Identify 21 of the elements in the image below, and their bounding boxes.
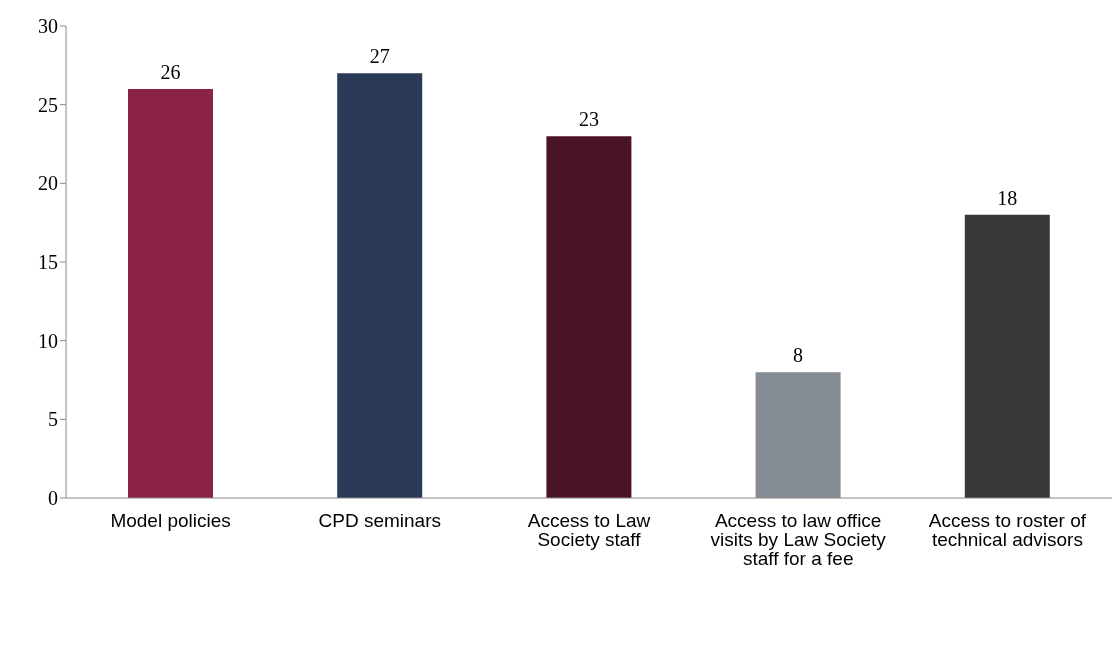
x-tick-label: Model policies [110,510,231,532]
bar [128,88,213,498]
y-tick-label: 10 [38,329,58,352]
x-tick-label: CPD seminars [318,510,442,532]
x-tick-label: Access to Law Society staff [527,510,651,551]
data-label: 8 [793,344,804,367]
y-tick-label: 15 [38,251,58,274]
data-label: 26 [160,60,181,83]
x-tick-label: Access to law office visits by Law Society staff for a fee [710,510,887,570]
data-label: 18 [997,186,1018,209]
y-tick-label: 30 [38,15,58,38]
data-label: 27 [369,45,390,68]
y-tick-label: 5 [48,408,58,431]
y-tick-label: 0 [48,487,58,510]
y-tick-label: 20 [38,172,58,195]
bar [546,136,632,498]
bar [964,214,1050,498]
data-label: 23 [578,108,599,131]
x-tick-label: Access to roster of technical advisors [928,510,1087,551]
y-tick-label: 25 [38,93,58,116]
bar [337,73,423,498]
